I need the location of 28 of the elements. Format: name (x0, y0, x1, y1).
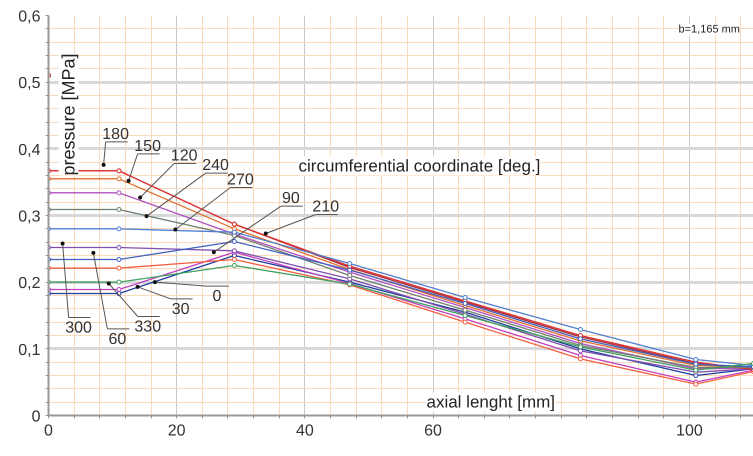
annotation: 180 (102, 126, 130, 143)
annotation: 270 (227, 172, 254, 188)
annotation: 240 (202, 157, 230, 174)
y-tick-label: 0,4 (18, 142, 41, 159)
annotation: 0 (212, 288, 222, 306)
annotation: 90 (282, 190, 300, 208)
y-tick-label: 0,2 (18, 275, 41, 292)
y-axis-title: pressure [MPa] (58, 53, 78, 176)
x-tick-label: 40 (296, 422, 314, 440)
annotation: 330 (134, 318, 162, 336)
x-axis-title: axial lenght [mm] (426, 392, 555, 412)
y-tick-label: 0,5 (18, 75, 41, 92)
annotation: 60 (108, 330, 126, 348)
annotation: b=1,165 mm (678, 24, 740, 36)
annotation: 120 (170, 148, 198, 164)
x-tick-label: 0 (44, 422, 54, 440)
annotation: 300 (65, 320, 92, 336)
y-tick-label: 0,3 (18, 208, 41, 226)
x-tick-label: 100 (676, 422, 703, 440)
annotation: circumferential coordinate [deg.] (298, 156, 540, 176)
annotation: 150 (134, 138, 162, 155)
y-tick-label: 0,6 (18, 8, 41, 26)
x-tick-label: 60 (424, 422, 442, 440)
x-tick-label: 20 (168, 422, 186, 440)
y-tick-label: 0,1 (18, 342, 41, 359)
annotation: 210 (312, 198, 340, 216)
annotation: 30 (172, 300, 190, 318)
y-tick-label: 0 (32, 408, 41, 426)
